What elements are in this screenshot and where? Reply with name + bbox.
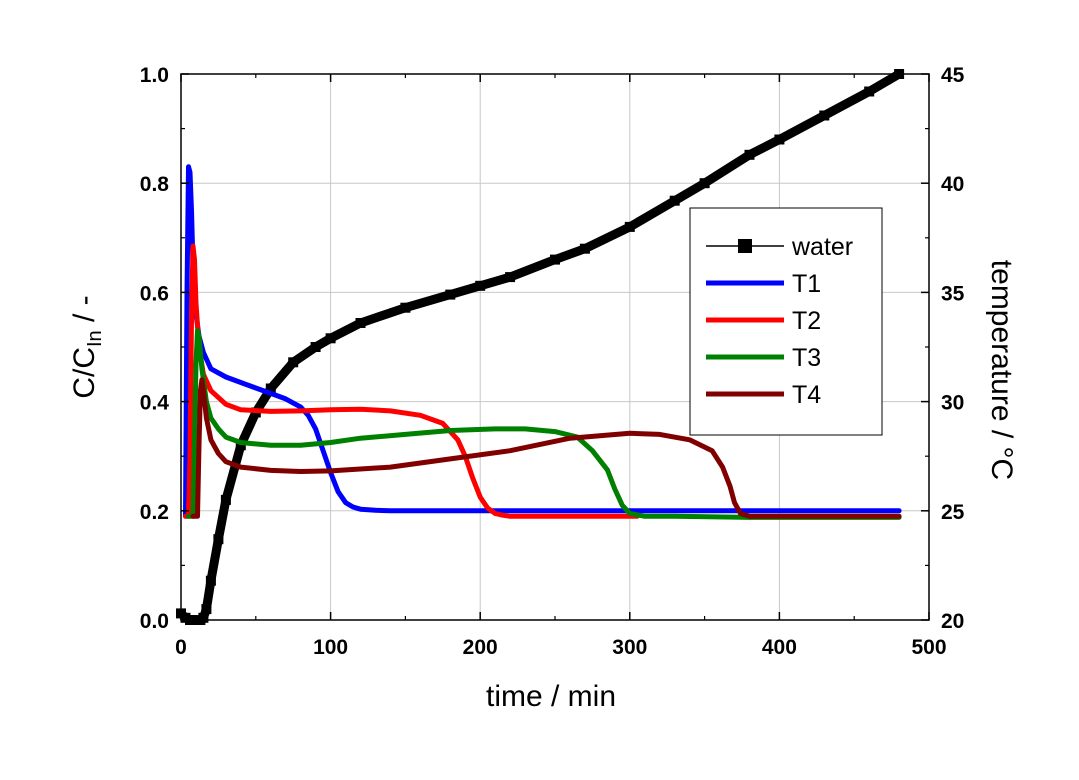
y-axis-title-main: C/C bbox=[68, 347, 101, 399]
series-point-water bbox=[213, 534, 224, 545]
series-point-water bbox=[774, 134, 785, 145]
y2-tick-label: 40 bbox=[941, 173, 964, 196]
series-point-water bbox=[579, 243, 590, 254]
series-point-water bbox=[445, 289, 456, 300]
series-point-water bbox=[325, 333, 336, 344]
series-point-water bbox=[265, 383, 276, 394]
legend-items: water T1 T2 T3 T4 bbox=[706, 233, 853, 409]
y2-tick-label: 30 bbox=[941, 392, 964, 415]
series-point-water bbox=[669, 195, 680, 206]
series-point-water bbox=[744, 149, 755, 160]
series-point-water bbox=[235, 440, 246, 451]
x-tick-label: 400 bbox=[762, 636, 797, 659]
series-point-water bbox=[220, 494, 231, 505]
legend-marker-water bbox=[738, 239, 752, 253]
legend: water T1 T2 T3 T4 bbox=[689, 207, 883, 436]
y2-tick-label: 35 bbox=[941, 282, 965, 305]
series-line-t2 bbox=[183, 243, 640, 519]
legend-label-water: water bbox=[791, 233, 853, 261]
x-tick-label: 300 bbox=[612, 636, 647, 659]
y-axis-title-subscript: In bbox=[84, 330, 106, 347]
legend-label-t1: T1 bbox=[792, 270, 821, 298]
x-tick-label: 100 bbox=[313, 636, 348, 659]
y2-tick-label: 20 bbox=[941, 610, 964, 633]
y-tick-label: 0.6 bbox=[140, 282, 169, 305]
y2-tick-label: 45 bbox=[941, 64, 965, 87]
series-point-water bbox=[288, 357, 299, 368]
axes: 0 100 200 300 400 500 0.0 0.2 0.4 0.6 0.8 1.0 20 25 30… bbox=[140, 64, 965, 659]
y-tick-label: 1.0 bbox=[140, 64, 169, 87]
series-point-water bbox=[819, 110, 830, 121]
series-point-water bbox=[699, 178, 710, 189]
x-tick-label: 0 bbox=[175, 636, 187, 659]
series-point-water bbox=[400, 302, 411, 313]
y-tick-label: 0.2 bbox=[140, 501, 169, 524]
series-line-t4 bbox=[190, 377, 902, 519]
legend-label-t4: T4 bbox=[792, 381, 821, 409]
y-tick-label: 0.4 bbox=[140, 392, 170, 415]
series-point-water bbox=[198, 612, 209, 623]
y-axis-title-suffix: / - bbox=[68, 295, 101, 330]
y2-tick-label: 25 bbox=[941, 501, 965, 524]
series-point-water bbox=[864, 86, 875, 97]
series-line-t3 bbox=[186, 328, 902, 520]
y-tick-label: 0.0 bbox=[140, 610, 169, 633]
series-point-water bbox=[310, 342, 321, 352]
series-point-water bbox=[475, 280, 486, 291]
series-point-water bbox=[205, 575, 216, 586]
series-point-water bbox=[355, 318, 366, 328]
y-tick-label: 0.8 bbox=[140, 173, 170, 196]
series-point-water bbox=[550, 254, 560, 265]
x-tick-label: 500 bbox=[911, 636, 946, 659]
legend-label-t2: T2 bbox=[792, 307, 821, 335]
y-axis-title: C/CIn / - bbox=[68, 295, 106, 398]
x-tick-label: 200 bbox=[463, 636, 498, 659]
series-point-water bbox=[505, 272, 516, 283]
series-point-water bbox=[624, 221, 635, 232]
series-point-water bbox=[201, 604, 212, 615]
legend-label-t3: T3 bbox=[792, 344, 821, 372]
x-axis-title: time / min bbox=[486, 680, 616, 713]
y2-axis-title: temperature / °C bbox=[985, 260, 1018, 480]
